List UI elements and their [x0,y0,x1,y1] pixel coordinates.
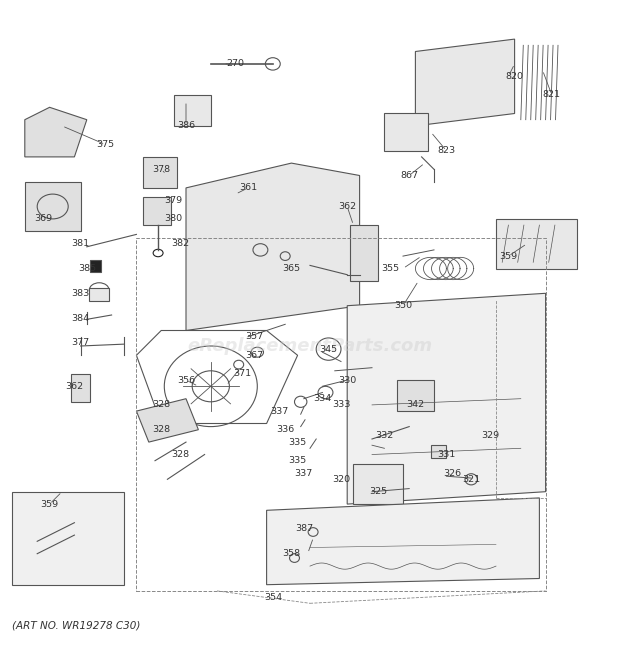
Text: 350: 350 [394,301,412,310]
Polygon shape [186,163,360,330]
Text: 345: 345 [319,344,338,354]
Text: 381: 381 [71,239,90,248]
Text: 820: 820 [505,72,524,81]
Bar [431,446,446,457]
Text: 387: 387 [294,524,313,533]
Text: 335: 335 [288,456,307,465]
Text: 329: 329 [480,432,499,440]
Text: 356: 356 [177,375,195,385]
Bar [353,464,403,504]
Bar [89,288,109,301]
Text: 362: 362 [338,202,356,211]
Text: 382: 382 [170,239,189,248]
Text: 333: 333 [332,401,350,409]
Polygon shape [347,293,546,504]
Text: eReplacementParts.com: eReplacementParts.com [187,337,433,355]
Text: 270: 270 [226,59,245,68]
Text: 367: 367 [245,351,264,360]
Bar [384,114,428,151]
Text: 380: 380 [164,214,183,223]
Text: 361: 361 [239,183,257,192]
Text: 334: 334 [313,394,332,403]
Text: 365: 365 [282,264,301,273]
Polygon shape [136,399,198,442]
Text: 355: 355 [381,264,400,273]
Text: (ART NO. WR19278 C30): (ART NO. WR19278 C30) [12,620,141,630]
Text: 328: 328 [170,450,189,459]
Polygon shape [267,498,539,585]
Text: 342: 342 [406,401,425,409]
Polygon shape [397,380,434,411]
Bar [143,157,177,188]
Polygon shape [25,107,87,157]
Text: 321: 321 [462,475,480,484]
Text: 383: 383 [71,289,90,298]
Text: 320: 320 [332,475,350,484]
Text: 375: 375 [96,140,115,149]
Text: 337: 337 [270,407,288,416]
Text: 385: 385 [78,264,96,273]
Text: 386: 386 [177,122,195,130]
Text: 379: 379 [164,196,183,205]
Text: 328: 328 [152,401,171,409]
Text: 358: 358 [282,549,301,558]
Text: 384: 384 [71,313,90,323]
Text: 328: 328 [152,425,171,434]
Text: 332: 332 [375,432,394,440]
Text: 335: 335 [288,438,307,447]
Text: 357: 357 [245,332,264,341]
Polygon shape [12,492,124,585]
Bar [350,225,378,281]
Bar [71,374,90,402]
Text: 325: 325 [369,487,388,496]
Text: 377: 377 [71,338,90,348]
Polygon shape [25,182,81,231]
Text: 330: 330 [338,375,356,385]
Bar [143,197,170,225]
Text: 337: 337 [294,469,313,478]
Text: 336: 336 [276,425,294,434]
Text: 359: 359 [40,500,59,508]
Text: 331: 331 [437,450,456,459]
Polygon shape [496,219,577,268]
Text: 378: 378 [152,165,171,174]
Text: 362: 362 [65,382,84,391]
Text: 369: 369 [34,214,53,223]
Text: 821: 821 [542,91,561,99]
Text: 823: 823 [437,146,456,155]
Text: 867: 867 [400,171,419,180]
Polygon shape [415,39,515,126]
Text: 359: 359 [499,252,518,260]
Bar [174,95,211,126]
Text: 371: 371 [232,369,251,378]
Text: 326: 326 [443,469,462,478]
Text: 354: 354 [264,593,282,602]
Bar [90,260,101,272]
